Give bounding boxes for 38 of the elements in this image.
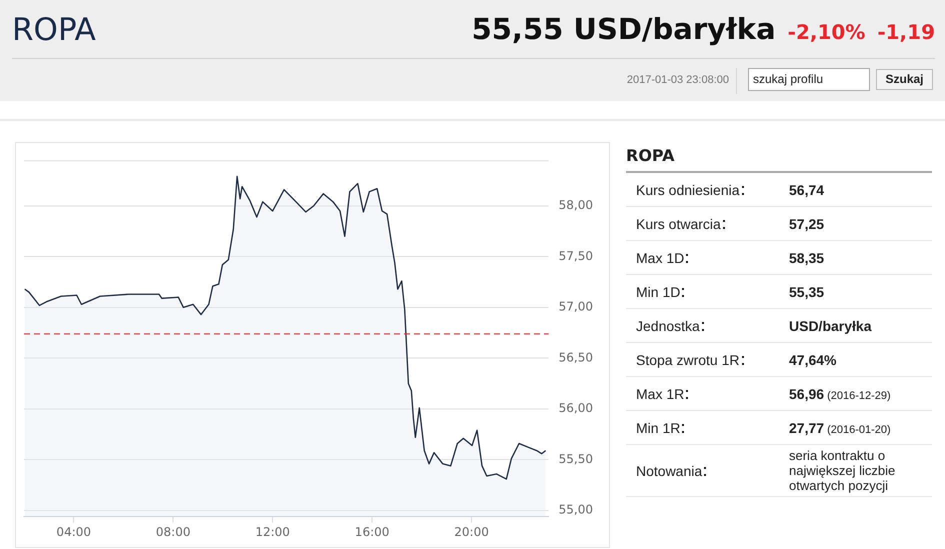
text: 55,55 USD/baryłka bbox=[472, 12, 776, 46]
text: 27,77 (2016-01-20) bbox=[789, 420, 891, 436]
search-field: szukaj profilu bbox=[748, 68, 870, 91]
x-tick-label: 12:00 bbox=[255, 524, 290, 539]
category-label: Max 1D bbox=[636, 250, 684, 266]
y-tick-label: 56,50 bbox=[558, 350, 594, 364]
category-label: Max 1R bbox=[636, 386, 684, 402]
x-tick-label: 04:00 bbox=[56, 524, 92, 539]
text: 58,35 bbox=[789, 248, 826, 268]
category-label: Kurs odniesienia bbox=[636, 182, 740, 198]
y-tick-label: 57,50 bbox=[558, 248, 594, 263]
category-label: Kurs otwarcia bbox=[636, 216, 721, 232]
text: 56,74 bbox=[789, 180, 826, 200]
text: ROPA bbox=[12, 12, 96, 48]
x-tick-label: 16:00 bbox=[354, 524, 390, 539]
text: -1,19 bbox=[877, 20, 935, 44]
category-label: Notowania bbox=[636, 462, 702, 478]
category-label: Jednostka bbox=[636, 318, 700, 334]
y-tick-label: 55,00 bbox=[558, 502, 594, 517]
category-label: Min 1D bbox=[636, 284, 680, 300]
text: 55,35 bbox=[789, 282, 826, 302]
category-label: Min 1R bbox=[636, 420, 680, 436]
y-tick-label: 55,50 bbox=[558, 452, 594, 466]
text: 57,25 bbox=[789, 214, 826, 234]
text: USD/baryłka bbox=[789, 316, 873, 336]
x-tick-label: 08:00 bbox=[156, 524, 190, 539]
x-tick-label: 20:00 bbox=[454, 524, 489, 539]
text: 56,96 (2016-12-29) bbox=[789, 386, 891, 402]
text: 2017-01-03 23:08:00 bbox=[626, 74, 729, 86]
text: -2,10% bbox=[788, 20, 866, 44]
y-tick-label: 57,00 bbox=[558, 300, 594, 314]
y-tick-label: 58,00 bbox=[558, 198, 594, 212]
y-tick-label: 56,00 bbox=[558, 401, 594, 416]
search-button: Szukaj bbox=[876, 69, 933, 90]
text: ROPA bbox=[626, 140, 932, 173]
text: 47,64% bbox=[789, 350, 838, 370]
category-label: Stopa zwrotu 1R bbox=[636, 352, 740, 368]
text: seria kontraktu o największej liczbie otwartych pozycji bbox=[789, 447, 896, 495]
